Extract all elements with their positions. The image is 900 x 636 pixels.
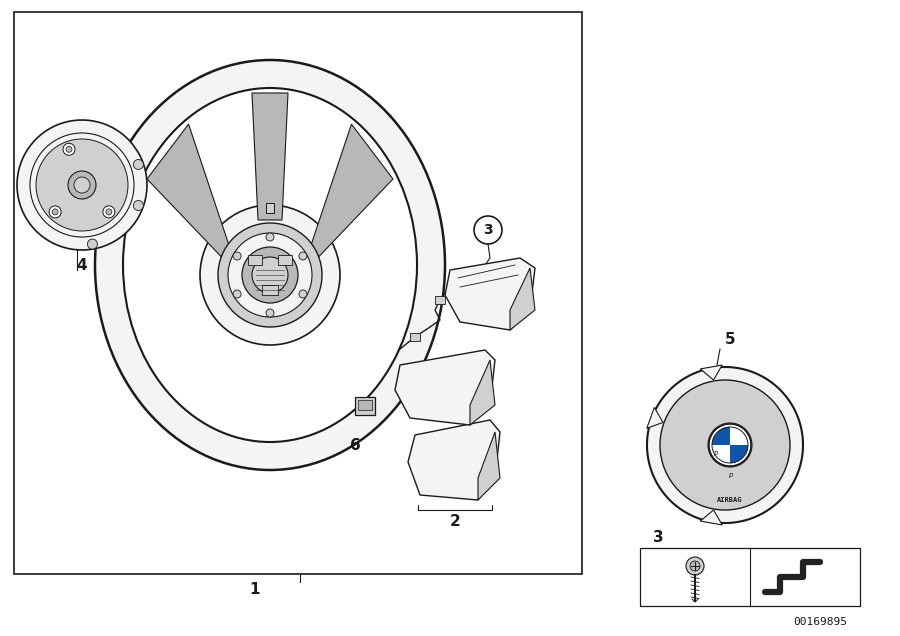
Bar bbox=[278, 255, 292, 265]
Bar bbox=[435, 296, 445, 304]
Text: 3: 3 bbox=[483, 223, 493, 237]
Bar bbox=[355, 397, 375, 415]
Polygon shape bbox=[712, 427, 730, 445]
Circle shape bbox=[133, 160, 143, 169]
Circle shape bbox=[74, 177, 90, 193]
Polygon shape bbox=[17, 120, 147, 250]
Polygon shape bbox=[730, 427, 748, 445]
Circle shape bbox=[690, 561, 700, 571]
Polygon shape bbox=[647, 408, 663, 429]
Bar bbox=[14, 12, 582, 574]
Polygon shape bbox=[700, 365, 722, 380]
Bar bbox=[410, 333, 420, 341]
Polygon shape bbox=[510, 268, 535, 330]
Circle shape bbox=[686, 557, 704, 575]
Polygon shape bbox=[265, 124, 393, 323]
Circle shape bbox=[63, 143, 75, 155]
Polygon shape bbox=[445, 258, 535, 330]
Circle shape bbox=[228, 233, 312, 317]
Circle shape bbox=[709, 424, 751, 466]
Circle shape bbox=[106, 209, 112, 215]
Bar bbox=[262, 285, 278, 295]
Ellipse shape bbox=[95, 60, 445, 470]
Text: 4: 4 bbox=[76, 258, 87, 272]
Circle shape bbox=[266, 309, 274, 317]
Polygon shape bbox=[647, 367, 803, 523]
Text: p: p bbox=[728, 472, 733, 478]
Text: 2: 2 bbox=[450, 515, 461, 530]
Circle shape bbox=[133, 200, 143, 211]
Text: 1: 1 bbox=[250, 583, 260, 597]
Circle shape bbox=[708, 423, 752, 467]
Circle shape bbox=[299, 290, 307, 298]
Circle shape bbox=[233, 290, 241, 298]
Text: 3: 3 bbox=[652, 530, 663, 546]
Polygon shape bbox=[470, 360, 495, 425]
Bar bbox=[640, 548, 860, 606]
Text: 6: 6 bbox=[349, 438, 360, 452]
Circle shape bbox=[474, 216, 502, 244]
Circle shape bbox=[242, 247, 298, 303]
Circle shape bbox=[266, 233, 274, 241]
Circle shape bbox=[218, 223, 322, 327]
Circle shape bbox=[233, 252, 241, 260]
Text: 5: 5 bbox=[724, 331, 735, 347]
Circle shape bbox=[103, 206, 115, 218]
Circle shape bbox=[87, 239, 97, 249]
Circle shape bbox=[68, 171, 96, 199]
Text: AIRBAG: AIRBAG bbox=[717, 497, 742, 503]
Ellipse shape bbox=[123, 88, 417, 442]
Polygon shape bbox=[700, 510, 722, 525]
Circle shape bbox=[36, 139, 128, 231]
Bar bbox=[248, 255, 262, 265]
Text: 00169895: 00169895 bbox=[793, 617, 847, 627]
Circle shape bbox=[52, 209, 58, 215]
Circle shape bbox=[200, 205, 340, 345]
Polygon shape bbox=[478, 432, 500, 500]
Text: p: p bbox=[713, 450, 717, 456]
Polygon shape bbox=[408, 420, 500, 500]
Polygon shape bbox=[395, 350, 495, 425]
Polygon shape bbox=[147, 124, 275, 323]
Circle shape bbox=[660, 380, 790, 510]
Circle shape bbox=[252, 257, 288, 293]
Polygon shape bbox=[252, 93, 288, 220]
Bar bbox=[358, 400, 372, 410]
Polygon shape bbox=[712, 445, 730, 463]
Circle shape bbox=[299, 252, 307, 260]
Polygon shape bbox=[730, 445, 748, 463]
Bar bbox=[266, 203, 274, 213]
Circle shape bbox=[66, 146, 72, 152]
Circle shape bbox=[50, 206, 61, 218]
